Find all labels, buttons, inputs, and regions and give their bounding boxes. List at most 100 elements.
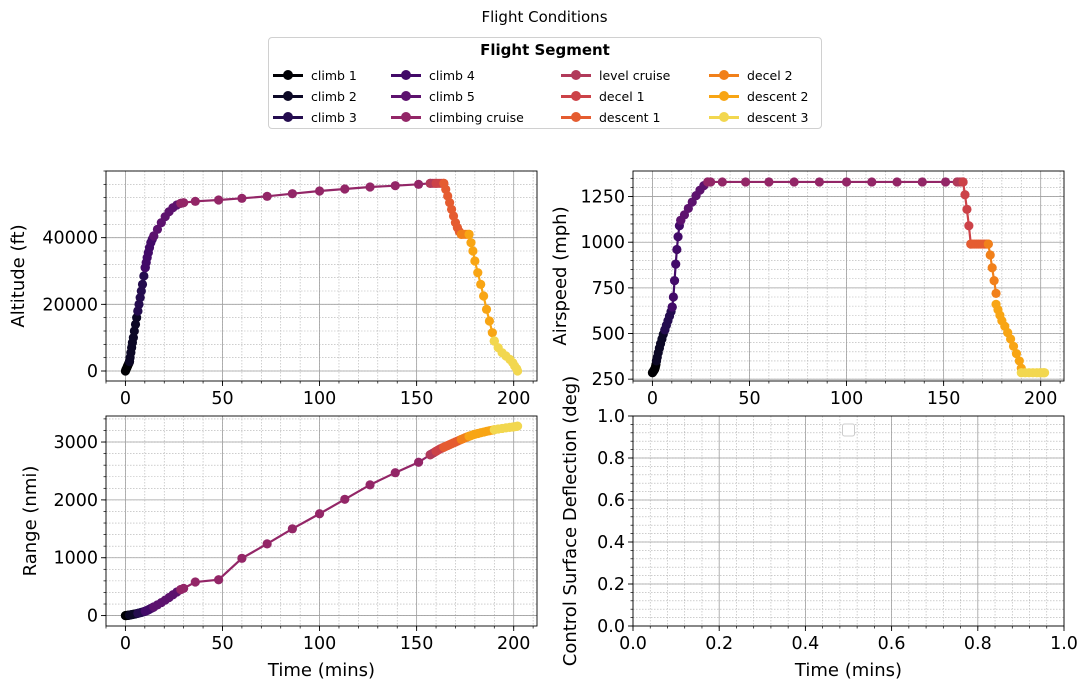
data-point [464, 229, 474, 239]
y-tick-label: 0.6 [597, 491, 625, 511]
legend-item: decel 2 [709, 65, 793, 85]
y-axis-label: Control Surface Deflection (deg) [560, 376, 581, 667]
x-tick-label: 200 [497, 634, 530, 654]
x-tick-label: 150 [400, 389, 433, 409]
legend-label: decel 2 [747, 67, 793, 83]
x-tick-label: 0.6 [878, 634, 906, 654]
x-axis-label: Time (mins) [794, 660, 902, 681]
x-tick-label: 0 [120, 634, 131, 654]
y-tick-label: 20000 [42, 295, 98, 315]
data-point [789, 177, 799, 187]
x-tick-label: 200 [1024, 389, 1057, 409]
data-point [962, 204, 972, 214]
data-point [671, 259, 681, 269]
data-point [940, 177, 951, 187]
data-point [287, 524, 297, 534]
data-point [706, 177, 716, 187]
data-point [139, 271, 149, 281]
data-point [214, 575, 224, 585]
data-point [1011, 349, 1022, 359]
x-tick-label: 100 [830, 389, 863, 409]
data-point [390, 181, 400, 191]
data-point [466, 238, 476, 248]
data-point [1039, 368, 1050, 378]
data-point [237, 193, 247, 203]
legend-swatch [709, 69, 739, 81]
legend-swatch [273, 111, 303, 123]
data-point [179, 583, 189, 593]
legend-swatch [391, 111, 421, 123]
legend-title: Flight Segment [480, 41, 610, 59]
data-point [314, 186, 325, 196]
y-tick-label: 1000 [53, 549, 98, 569]
legend-label: decel 1 [599, 88, 645, 104]
x-tick-label: 50 [738, 389, 760, 409]
empty-legend-box [842, 423, 855, 437]
x-tick-label: 200 [497, 389, 530, 409]
subplot-1: 0 50 100 150 200 0 20000 40000 Altitude (ft) [8, 170, 538, 409]
data-point [489, 336, 499, 346]
data-point [214, 195, 224, 205]
data-point [413, 457, 424, 467]
x-axis-label: Time (mins) [267, 660, 375, 681]
y-tick-label: 1250 [580, 188, 625, 208]
legend-swatch [709, 111, 739, 123]
data-point [985, 250, 995, 260]
data-point [960, 190, 970, 200]
data-point [413, 179, 424, 189]
data-point [190, 577, 200, 587]
legend-item: descent 1 [561, 107, 660, 127]
data-point [484, 316, 495, 326]
y-tick-label: 750 [592, 279, 625, 299]
legend-swatch [391, 90, 421, 102]
x-tick-label: 1.0 [1050, 634, 1078, 654]
legend-item: climb 1 [273, 65, 357, 85]
data-point [476, 279, 486, 289]
x-tick-label: 0.2 [705, 634, 733, 654]
y-tick-label: 250 [592, 370, 625, 390]
y-tick-label: 1.0 [597, 407, 625, 427]
x-tick-label: 0.8 [964, 634, 992, 654]
axes-frame [105, 415, 538, 627]
data-point [262, 539, 272, 549]
y-tick-label: 3000 [53, 433, 98, 453]
data-point [340, 184, 350, 194]
x-tick-label: 0 [647, 389, 658, 409]
data-point [814, 177, 824, 187]
x-tick-label: 0 [120, 389, 131, 409]
data-point [314, 509, 325, 519]
legend-label: climb 3 [311, 109, 357, 125]
legend-label: climbing cruise [429, 109, 524, 125]
data-point [672, 244, 682, 255]
data-point [667, 302, 677, 312]
legend-label: climb 4 [429, 67, 475, 83]
y-tick-label: 0.2 [597, 575, 625, 595]
data-point [473, 268, 483, 278]
y-tick-label: 0 [87, 607, 98, 627]
data-point [365, 182, 375, 192]
legend-label: level cruise [599, 67, 671, 83]
data-point [964, 221, 974, 231]
x-tick-label: 50 [211, 389, 233, 409]
legend-item: descent 3 [709, 107, 808, 127]
figure-title: Flight Conditions [481, 8, 608, 26]
y-tick-label: 500 [592, 325, 625, 345]
data-point [989, 275, 999, 286]
legend-swatch [561, 69, 591, 81]
data-point [764, 177, 774, 187]
legend-item: climb 4 [391, 65, 475, 85]
legend-swatch [273, 69, 303, 81]
legend-item: climb 5 [391, 86, 475, 106]
data-point [262, 191, 272, 201]
data-point [668, 292, 678, 302]
y-tick-label: 1000 [580, 233, 625, 253]
legend-item: climbing cruise [391, 107, 524, 127]
x-tick-label: 0.4 [791, 634, 819, 654]
plot-area [647, 177, 1050, 378]
data-point [190, 196, 200, 206]
data-point [468, 246, 478, 256]
data-point [741, 177, 751, 187]
data-point [390, 468, 400, 478]
